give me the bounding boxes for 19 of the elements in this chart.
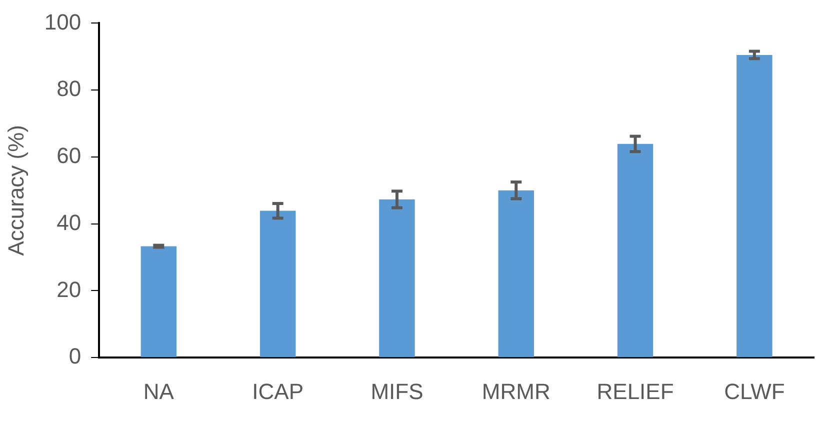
bar: [379, 199, 415, 358]
bar: [498, 190, 534, 358]
y-tick-label: 40: [56, 210, 82, 235]
x-tick-label: MIFS: [370, 378, 424, 404]
y-axis-title: Accuracy (%): [3, 125, 28, 256]
bar: [260, 210, 296, 358]
y-tick-label: 20: [56, 276, 82, 302]
x-tick-label: ICAP: [252, 378, 304, 404]
bar: [736, 54, 772, 358]
x-tick-label: CLWF: [724, 378, 785, 404]
x-tick-label: MRMR: [482, 378, 550, 404]
y-tick-label: 60: [56, 143, 82, 168]
x-tick-label: NA: [143, 378, 174, 404]
bar: [617, 144, 654, 358]
bar: [140, 246, 177, 358]
y-tick-label: 0: [68, 344, 82, 369]
x-tick-label: RELIEF: [596, 378, 674, 404]
y-tick-label: 100: [44, 9, 82, 34]
y-tick-label: 80: [56, 76, 82, 102]
